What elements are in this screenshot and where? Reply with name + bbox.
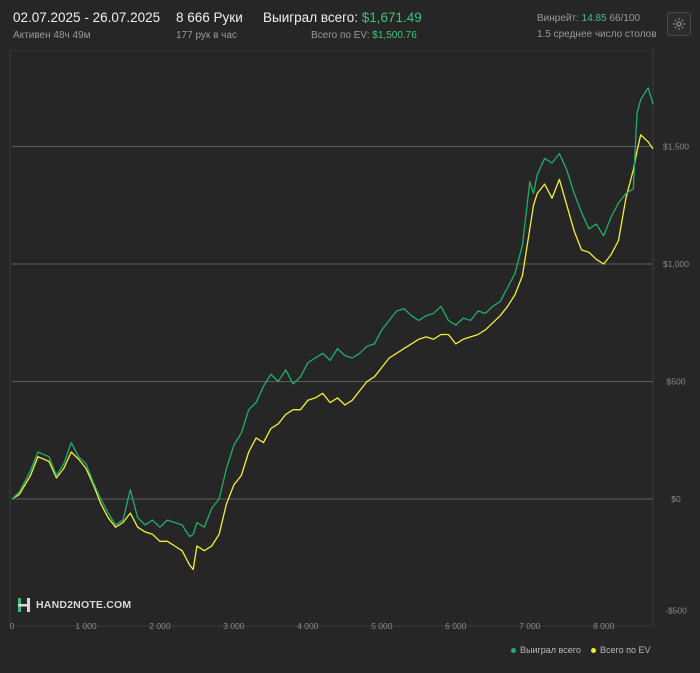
series-line-ev: [11, 134, 654, 571]
winrate: Винрейт: 14.85 66/100: [537, 12, 657, 26]
x-tick-label: 8 000: [593, 621, 615, 631]
hands-per-hour: 177 рук в час: [176, 30, 237, 41]
plot-frame: [9, 49, 654, 627]
ev-value: $1,500.76: [372, 30, 417, 41]
won-value: $1,671.49: [361, 10, 422, 25]
x-tick-label: 5 000: [371, 621, 393, 631]
summary-header: 02.07.2025 - 26.07.2025 Активен 48ч 49м …: [0, 0, 700, 50]
profit-chart: $1,500 $1,000 $500 $0 -$500 0 1 000 2 000 3 000…: [9, 49, 689, 631]
date-range: 02.07.2025 - 26.07.2025: [13, 10, 161, 25]
x-tick-label: 0: [10, 621, 15, 631]
x-tick-label: 3 000: [223, 621, 245, 631]
legend-item-won[interactable]: Выиграл всего: [511, 645, 581, 655]
legend-dot-ev: [591, 647, 596, 653]
x-tick-label: 1 000: [75, 621, 97, 631]
x-tick-label: 2 000: [149, 621, 171, 631]
ev-total: Всего по EV: $1,500.76: [311, 29, 422, 43]
logo-text: HAND2NOTE.COM: [36, 599, 132, 611]
won-label: Выиграл всего:: [263, 10, 358, 25]
date-block: 02.07.2025 - 26.07.2025 Активен 48ч 49м: [13, 10, 160, 43]
active-time: Активен 48ч 49м: [13, 30, 91, 41]
winrate-suffix: 66/100: [609, 13, 641, 24]
x-tick-label: 6 000: [445, 621, 467, 631]
x-tick-label: 4 000: [297, 621, 319, 631]
chart-area: $1,500 $1,000 $500 $0 -$500 0 1 000 2 000 3 000…: [0, 49, 700, 668]
y-tick-label: $1,000: [663, 259, 689, 269]
winrate-label: Винрейт:: [537, 13, 579, 24]
hand2note-logo: HAND2NOTE.COM: [18, 598, 131, 612]
y-tick-label: $500: [667, 377, 686, 387]
hands-block: 8 666 Руки 177 рук в час: [176, 10, 243, 43]
series-line-won: [11, 87, 654, 538]
hands-count: 8 666 Руки: [176, 10, 243, 25]
y-tick-label: $1,500: [663, 142, 689, 152]
legend-item-ev[interactable]: Всего по EV: [591, 645, 650, 655]
logo-icon: [18, 598, 30, 612]
ev-label: Всего по EV:: [311, 30, 370, 41]
winrate-block: Винрейт: 14.85 66/100 1.5 среднее число …: [537, 10, 657, 42]
won-total: Выиграл всего: $1,671.49: [263, 10, 422, 26]
legend-dot-won: [511, 647, 516, 653]
legend-label-won: Выиграл всего: [520, 645, 581, 655]
x-tick-label: 7 000: [519, 621, 541, 631]
legend-label-ev: Всего по EV: [600, 645, 651, 655]
won-block: Выиграл всего: $1,671.49 Всего по EV: $1…: [263, 10, 422, 43]
winrate-value: 14.85: [581, 13, 607, 24]
gear-icon: [673, 18, 685, 30]
y-tick-label: -$500: [665, 606, 687, 616]
y-tick-label: $0: [671, 494, 681, 504]
avg-tables: 1.5 среднее число столов: [537, 29, 657, 40]
settings-button[interactable]: [667, 12, 691, 36]
